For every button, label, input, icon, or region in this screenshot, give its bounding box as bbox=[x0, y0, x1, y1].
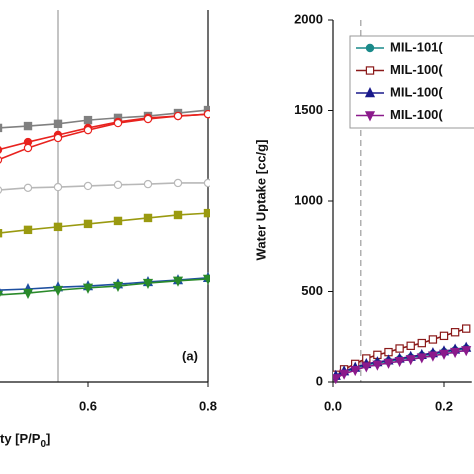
marker bbox=[0, 229, 3, 238]
x-axis-label: ty [P/P0] bbox=[0, 431, 50, 449]
marker bbox=[383, 358, 394, 369]
marker bbox=[333, 374, 341, 384]
x-tick-label: 0.6 bbox=[79, 398, 97, 413]
marker bbox=[22, 288, 34, 300]
y-axis-label: Water Uptake [cc/g] bbox=[253, 140, 268, 261]
x-axis-label-part: 0 bbox=[40, 439, 46, 450]
marker bbox=[23, 225, 33, 235]
y-tick-label: 500 bbox=[301, 283, 323, 298]
marker bbox=[53, 133, 63, 143]
marker bbox=[365, 43, 375, 53]
marker bbox=[428, 335, 438, 344]
marker bbox=[23, 121, 33, 131]
plot-area bbox=[0, 105, 210, 300]
marker bbox=[143, 114, 153, 124]
marker bbox=[427, 351, 438, 362]
marker bbox=[364, 111, 376, 122]
legend-label: MIL-100( bbox=[390, 107, 443, 122]
series-line bbox=[0, 212, 209, 234]
x-tick-label: 0.2 bbox=[435, 398, 453, 413]
series-line bbox=[0, 277, 209, 291]
marker bbox=[364, 87, 376, 98]
marker bbox=[439, 331, 449, 341]
x-tick-label: 0.8 bbox=[199, 398, 217, 413]
marker bbox=[438, 349, 450, 360]
marker bbox=[82, 283, 94, 294]
marker bbox=[462, 324, 471, 333]
marker bbox=[394, 356, 405, 368]
marker bbox=[395, 344, 404, 353]
marker bbox=[113, 180, 123, 190]
marker bbox=[202, 274, 210, 285]
marker bbox=[365, 66, 375, 75]
marker bbox=[416, 353, 427, 364]
marker bbox=[372, 360, 383, 371]
marker bbox=[361, 362, 372, 373]
marker bbox=[450, 328, 460, 337]
marker bbox=[52, 285, 64, 297]
marker bbox=[461, 346, 472, 357]
legend: MIL-101( MIL-100( MIL-100( MIL-100( bbox=[349, 35, 474, 129]
right-panel: 0.0 0.2 0 500 1000 1500 2000 Water Uptake [cc/g… bbox=[253, 11, 474, 413]
x-tick-label: 0.0 bbox=[324, 398, 342, 413]
plot-area bbox=[333, 324, 472, 384]
marker bbox=[203, 109, 210, 119]
marker bbox=[203, 178, 210, 188]
marker bbox=[23, 143, 33, 153]
marker bbox=[339, 369, 350, 380]
y-tick-label: 1000 bbox=[294, 192, 323, 207]
y-tick-label: 1500 bbox=[294, 102, 323, 117]
marker bbox=[142, 278, 154, 289]
marker bbox=[113, 118, 123, 128]
annotation: (a) bbox=[182, 348, 198, 363]
marker bbox=[0, 186, 3, 194]
marker bbox=[83, 181, 93, 191]
legend-label: MIL-100( bbox=[390, 62, 443, 77]
marker bbox=[0, 156, 3, 164]
left-panel: 0.6 0.8 ty [P/P0] (a) bbox=[0, 10, 217, 450]
legend-label: MIL-101( bbox=[390, 39, 443, 54]
y-tick-label: 0 bbox=[316, 373, 323, 388]
marker bbox=[405, 355, 416, 366]
marker bbox=[83, 115, 93, 125]
marker bbox=[406, 341, 415, 351]
series-line bbox=[0, 182, 208, 191]
marker bbox=[143, 179, 153, 189]
marker bbox=[23, 183, 33, 193]
marker bbox=[450, 347, 461, 359]
marker bbox=[83, 219, 93, 229]
marker bbox=[143, 213, 153, 223]
x-axis-label-part: ty [P/P bbox=[0, 431, 41, 446]
marker bbox=[113, 216, 123, 226]
marker bbox=[203, 208, 210, 218]
x-axis-label-part: ] bbox=[46, 431, 50, 446]
marker bbox=[112, 281, 124, 292]
marker bbox=[173, 178, 183, 188]
y-tick-label: 2000 bbox=[294, 11, 323, 26]
marker bbox=[173, 210, 183, 220]
marker bbox=[350, 366, 361, 377]
marker bbox=[0, 123, 3, 133]
marker bbox=[53, 182, 63, 192]
marker bbox=[0, 146, 3, 154]
marker bbox=[83, 125, 93, 135]
series-line bbox=[0, 109, 209, 129]
marker bbox=[417, 338, 427, 348]
marker bbox=[0, 290, 4, 297]
legend-label: MIL-100( bbox=[390, 84, 443, 99]
marker bbox=[173, 111, 183, 121]
series-line bbox=[0, 113, 209, 160]
marker bbox=[53, 222, 63, 232]
marker bbox=[172, 276, 184, 287]
marker bbox=[53, 119, 63, 129]
series-line bbox=[0, 278, 209, 296]
